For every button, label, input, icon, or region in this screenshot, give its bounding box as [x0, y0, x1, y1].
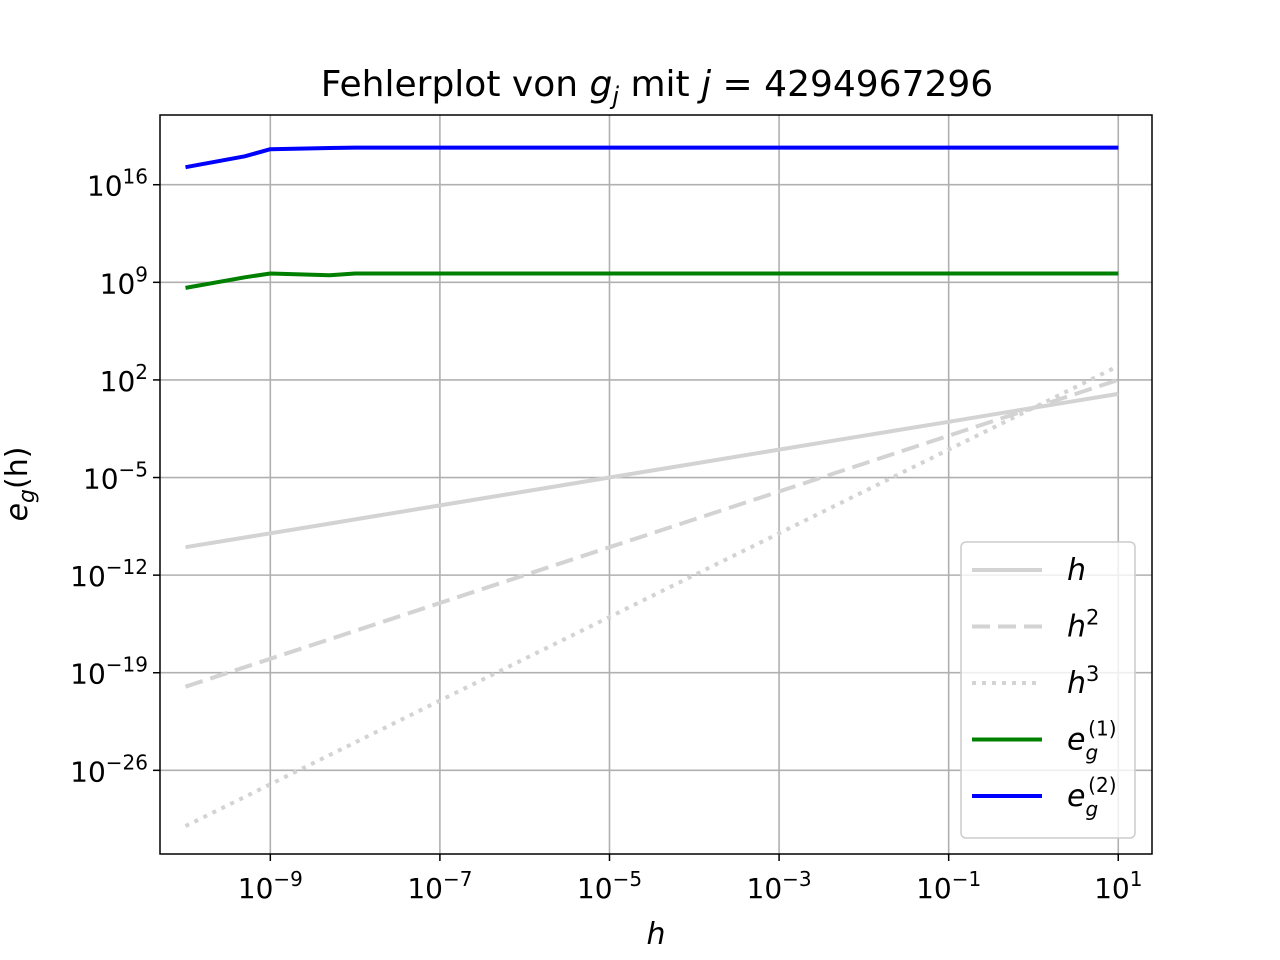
y-tick-label: 109 [100, 262, 148, 300]
y-tick-exponent: 16 [123, 165, 148, 189]
y-tick-label: 10−26 [70, 750, 148, 788]
x-tick-label: 101 [1094, 867, 1142, 905]
x-tick-label: 10−7 [407, 867, 472, 905]
y-tick-label: 10−5 [83, 458, 148, 496]
x-tick-label: 10−5 [577, 867, 642, 905]
series-line-1 [184, 378, 1119, 689]
legend-name: e [1067, 779, 1085, 814]
legend-name: e [1067, 723, 1085, 758]
ylabel-part-2: (h) [0, 447, 35, 489]
y-tick-base: 10 [70, 755, 106, 788]
y-tick-exponent: 9 [135, 262, 148, 286]
chart-title: Fehlerplot von gj mit j = 4294967296 [321, 64, 993, 110]
x-axis-label: h [646, 917, 665, 952]
y-tick-label: 10−12 [70, 555, 148, 593]
x-tick-base: 10 [1094, 872, 1130, 905]
x-tick-base: 10 [916, 872, 952, 905]
x-tick-base: 10 [577, 872, 613, 905]
legend-entry-2: h3 [1067, 662, 1099, 701]
legend-subscript: g [1085, 797, 1098, 821]
y-tick-base: 10 [100, 365, 136, 398]
y-tick-exponent: −26 [106, 750, 148, 774]
series-lines [184, 145, 1120, 828]
series-line-4 [185, 145, 1119, 170]
legend-name: h [1067, 666, 1086, 701]
x-tick-exponent: −9 [273, 867, 302, 891]
y-tick-base: 10 [70, 658, 106, 691]
legend-superscript: 3 [1086, 662, 1099, 686]
y-axis-label: eg(h) [0, 447, 40, 522]
ylabel-part-1: g [15, 489, 40, 503]
title-part-2: j [609, 82, 619, 110]
ylabel-part-0: e [0, 503, 35, 521]
legend-name: h [1067, 610, 1086, 645]
x-tick-exponent: 1 [1130, 867, 1143, 891]
y-tick-base: 10 [83, 463, 119, 496]
x-tick-base: 10 [407, 872, 443, 905]
title-part-5: = 4294967296 [711, 64, 993, 105]
legend-entry-0: h [1067, 553, 1086, 588]
y-tick-base: 10 [70, 560, 106, 593]
legend-box [960, 541, 1136, 839]
legend-superscript: (2) [1088, 773, 1116, 797]
legend-name: h [1067, 553, 1086, 588]
x-tick-label: 10−1 [916, 867, 981, 905]
legend-entry-3: eg(1) [1067, 717, 1117, 765]
y-tick-exponent: −19 [106, 653, 148, 677]
y-tick-base: 10 [87, 170, 123, 203]
x-tick-exponent: −1 [952, 867, 981, 891]
y-tick-base: 10 [100, 267, 136, 300]
y-tick-label: 102 [100, 360, 148, 398]
title-part-1: g [589, 64, 612, 105]
title-part-3: mit [619, 64, 701, 105]
x-tick-label: 10−3 [747, 867, 812, 905]
x-tick-base: 10 [238, 872, 274, 905]
x-tick-exponent: −7 [443, 867, 472, 891]
legend-superscript: 2 [1086, 606, 1099, 630]
legend-entry-1: h2 [1067, 606, 1099, 645]
x-tick-exponent: −5 [613, 867, 642, 891]
axes-frame [159, 114, 1153, 855]
series-line-3 [185, 271, 1119, 290]
x-tick-label: 10−9 [238, 867, 303, 905]
legend-subscript: g [1085, 741, 1098, 765]
x-tick-base: 10 [747, 872, 783, 905]
x-tick-exponent: −3 [782, 867, 811, 891]
y-tick-exponent: 2 [135, 360, 148, 384]
y-tick-exponent: −12 [106, 555, 148, 579]
x-axis-ticks: 10−9 10−7 10−5 10−3 10−1 101 [238, 854, 1142, 905]
y-tick-label: 1016 [87, 165, 148, 203]
series-line-0 [185, 391, 1119, 550]
y-tick-label: 10−19 [70, 653, 148, 691]
legend-superscript: (1) [1088, 717, 1116, 741]
legend-entry-4: eg(2) [1067, 773, 1117, 821]
y-tick-exponent: −5 [119, 458, 148, 482]
title-part-0: Fehlerplot von [321, 64, 590, 105]
